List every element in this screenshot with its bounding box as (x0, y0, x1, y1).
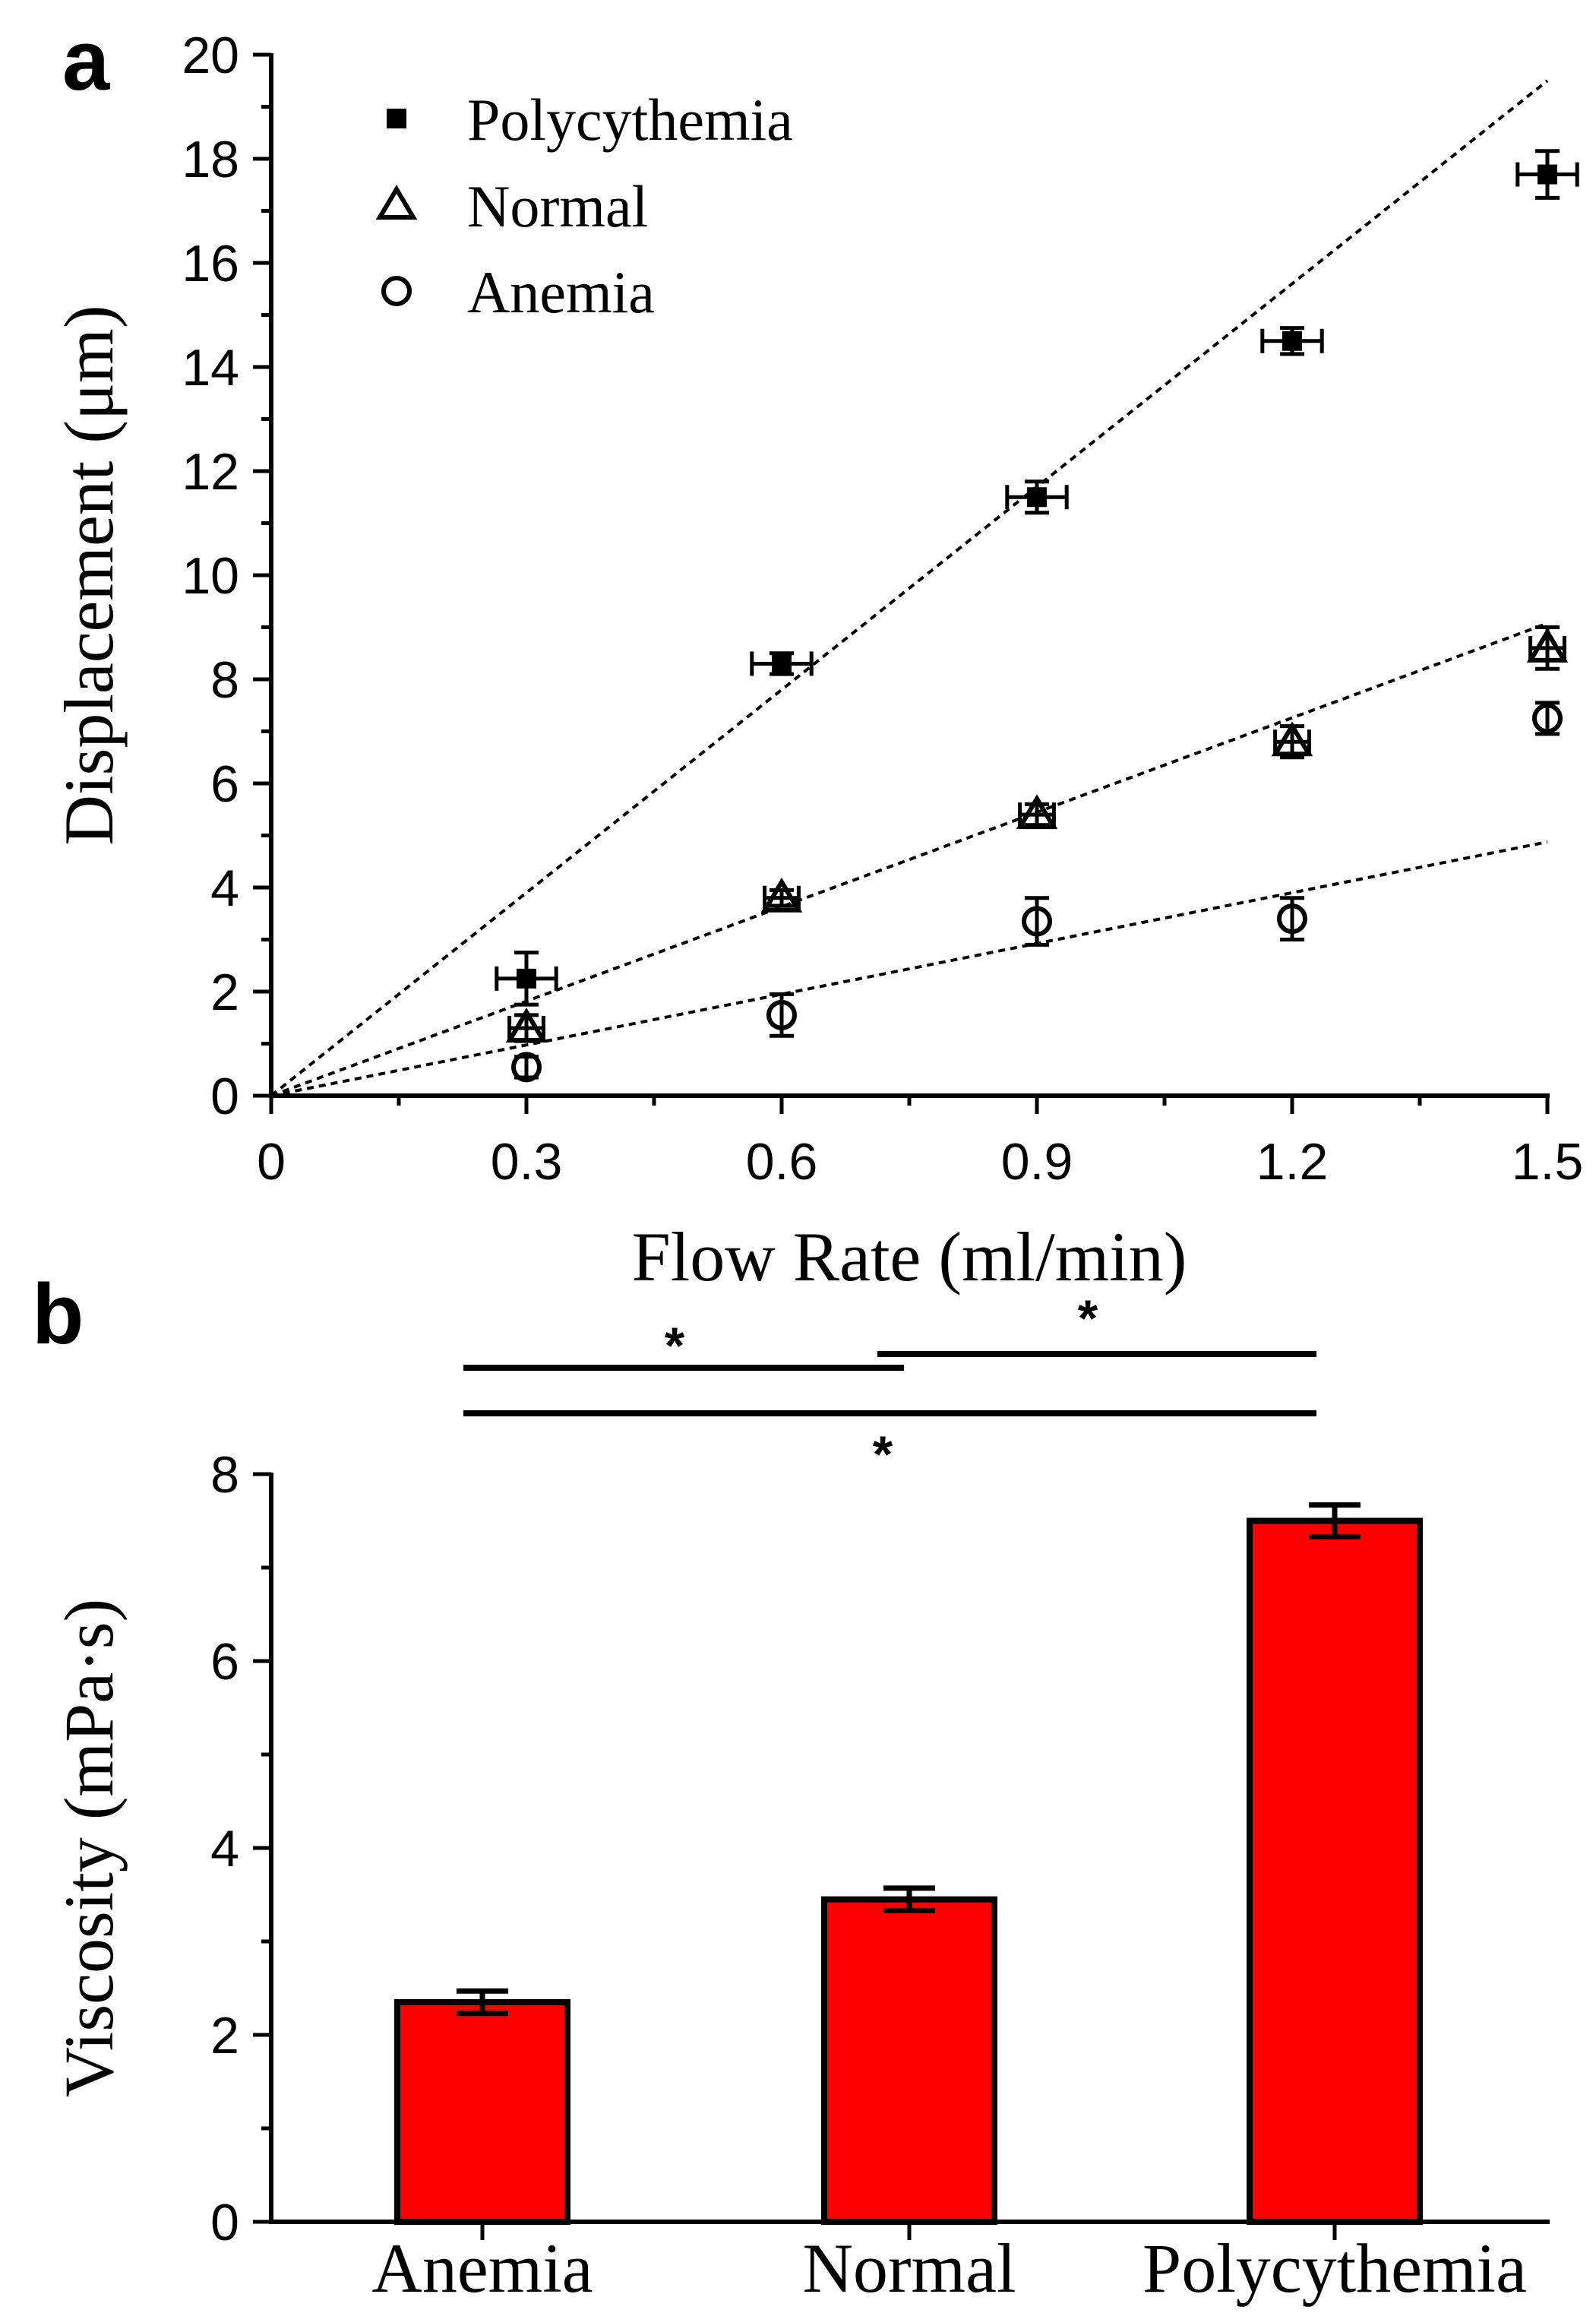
legend-polycythemia-label: Polycythemia (467, 87, 793, 153)
polycythemia-point (750, 651, 814, 676)
anemia-marker (1532, 703, 1563, 734)
fit-lines (270, 79, 1549, 1097)
category-label-anemia: Anemia (371, 2229, 593, 2307)
legend-normal-label: Normal (467, 173, 648, 239)
polycythemia-marker (1282, 331, 1302, 351)
fit-line-polycythemia (270, 79, 1549, 1097)
normal-point (1016, 794, 1058, 830)
fit-line-anemia (270, 840, 1548, 1097)
anemia-marker (766, 999, 797, 1030)
y-tick-label: 0 (210, 1068, 239, 1125)
normal-marker (1526, 628, 1569, 663)
anemia-marker (1277, 903, 1307, 935)
bar-polycythemia (1247, 1517, 1423, 2225)
y-tick-label: 6 (210, 1633, 239, 1691)
significance-star: * (665, 1317, 685, 1375)
y-tick-label: 14 (182, 339, 239, 397)
normal-marker (1271, 721, 1313, 757)
anemia-point (511, 1052, 542, 1083)
anemia-marker (1022, 906, 1052, 937)
anemia-point (766, 992, 797, 1038)
normal-marker (505, 1008, 548, 1043)
bar-normal (821, 1896, 997, 2225)
panel-a-label: a (62, 13, 110, 108)
legend-polycythemia-marker (387, 109, 406, 128)
y-tick-label: 2 (210, 963, 239, 1021)
polycythemia-point (1260, 326, 1324, 356)
y-tick-label: 8 (210, 651, 239, 709)
axes: 0 2 4 6 8 10 12 14 16 18 20 0 0.3 0.6 0.9 1.2 1.5 (182, 27, 1583, 1191)
x-tick-label: 1.2 (1256, 1133, 1329, 1191)
anemia-point (1277, 896, 1307, 941)
legend-anemia-label: Anemia (467, 259, 655, 325)
y-axis-title: Displacement (μm) (50, 305, 128, 846)
category-label-polycythemia: Polycythemia (1142, 2229, 1527, 2307)
y-axis-title: Viscosity (mPa·s) (50, 1599, 128, 2097)
x-tick-label: 0.6 (746, 1133, 818, 1191)
bar-anemia (394, 1998, 570, 2225)
legend-anemia-marker (381, 276, 412, 306)
axes: 0 2 4 6 8 Anemia Normal Polycythemia (210, 1446, 1550, 2307)
x-axis-title: Flow Rate (ml/min) (632, 1218, 1187, 1296)
polycythemia-marker (1027, 487, 1047, 508)
fit-line-normal (270, 622, 1548, 1097)
normal-marker (760, 877, 803, 913)
normal-point (1271, 721, 1313, 760)
x-tick-label: 0 (257, 1133, 286, 1191)
normal-marker (1016, 794, 1058, 830)
anemia-point (1022, 896, 1052, 947)
y-tick-label: 4 (210, 1820, 239, 1878)
polycythemia-marker (772, 653, 792, 674)
legend: Polycythemia Normal Anemia (375, 87, 793, 325)
polycythemia-marker (1538, 164, 1557, 185)
polycythemia-point (1515, 149, 1579, 200)
significance-star: * (1078, 1289, 1098, 1347)
polycythemia-point (1005, 479, 1069, 515)
significance-star: * (873, 1425, 893, 1483)
x-tick-label: 1.5 (1512, 1133, 1584, 1191)
normal-point (505, 1008, 548, 1043)
bar-chart: 0 2 4 6 8 Anemia Normal Polycythemia * * * Viscos… (50, 1289, 1550, 2307)
x-tick-label: 0.3 (491, 1133, 563, 1191)
category-label-normal: Normal (802, 2229, 1016, 2307)
y-tick-label: 16 (182, 235, 239, 293)
significance-brackets: * * * (463, 1289, 1316, 1483)
y-tick-label: 20 (182, 27, 239, 84)
y-tick-label: 12 (182, 443, 239, 501)
y-tick-label: 0 (210, 2194, 239, 2251)
anemia-point (1532, 701, 1563, 736)
panel-b-label: b (32, 1267, 84, 1362)
y-tick-label: 2 (210, 2007, 239, 2065)
data-points (495, 149, 1579, 1083)
y-tick-label: 18 (182, 131, 239, 188)
y-tick-label: 8 (210, 1446, 239, 1504)
anemia-marker (511, 1052, 542, 1083)
polycythemia-point (495, 951, 558, 1007)
x-tick-label: 0.9 (1001, 1133, 1073, 1191)
scatter-plot: 0 2 4 6 8 10 12 14 16 18 20 0 0.3 0.6 0.9 1.2 1.5 Polycy… (50, 27, 1583, 1296)
polycythemia-marker (517, 968, 536, 989)
bars (394, 1502, 1423, 2225)
y-tick-label: 10 (182, 547, 239, 605)
legend-normal-marker (375, 185, 418, 220)
normal-point (1526, 625, 1569, 671)
normal-point (760, 877, 803, 913)
y-tick-label: 6 (210, 755, 239, 813)
y-tick-label: 4 (210, 859, 239, 917)
